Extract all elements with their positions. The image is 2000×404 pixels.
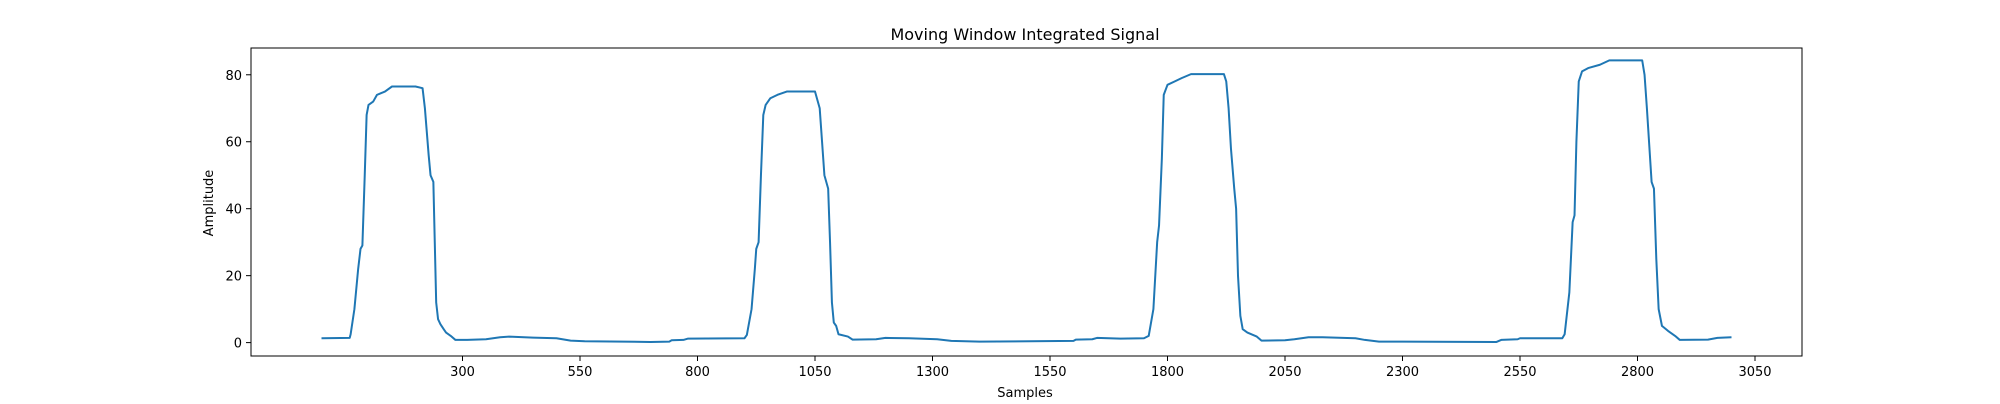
x-tick-label: 2800 — [1621, 365, 1654, 380]
series-line-0 — [321, 59, 1732, 343]
x-tick-label: 2300 — [1386, 365, 1419, 380]
series-group — [321, 59, 1732, 343]
y-axis-label: Amplitude — [202, 170, 217, 237]
x-tick-label: 3050 — [1738, 365, 1771, 380]
y-tick-label: 60 — [225, 136, 242, 151]
x-tick-label: 800 — [685, 365, 710, 380]
y-tick-label: 80 — [225, 69, 242, 84]
x-tick-label: 300 — [450, 365, 475, 380]
y-tick-label: 0 — [234, 337, 242, 352]
x-tick-label: 2050 — [1268, 365, 1301, 380]
x-tick-label: 1550 — [1033, 365, 1066, 380]
x-axis-label: Samples — [997, 386, 1053, 400]
y-tick-label: 40 — [225, 203, 242, 218]
x-tick-label: 1050 — [798, 365, 831, 380]
y-axis-ticks: 0 20 40 60 80 — [225, 69, 251, 352]
y-tick-label: 20 — [225, 270, 242, 285]
x-axis-ticks: 300 550 800 1050 1300 1550 1800 2050 2300 2550 280… — [450, 356, 1772, 380]
plot-area-frame — [250, 47, 1803, 357]
x-tick-label: 1800 — [1151, 365, 1184, 380]
x-tick-label: 1300 — [916, 365, 949, 380]
x-tick-label: 550 — [568, 365, 593, 380]
chart-title: Moving Window Integrated Signal — [890, 25, 1159, 44]
x-tick-label: 2550 — [1503, 365, 1536, 380]
